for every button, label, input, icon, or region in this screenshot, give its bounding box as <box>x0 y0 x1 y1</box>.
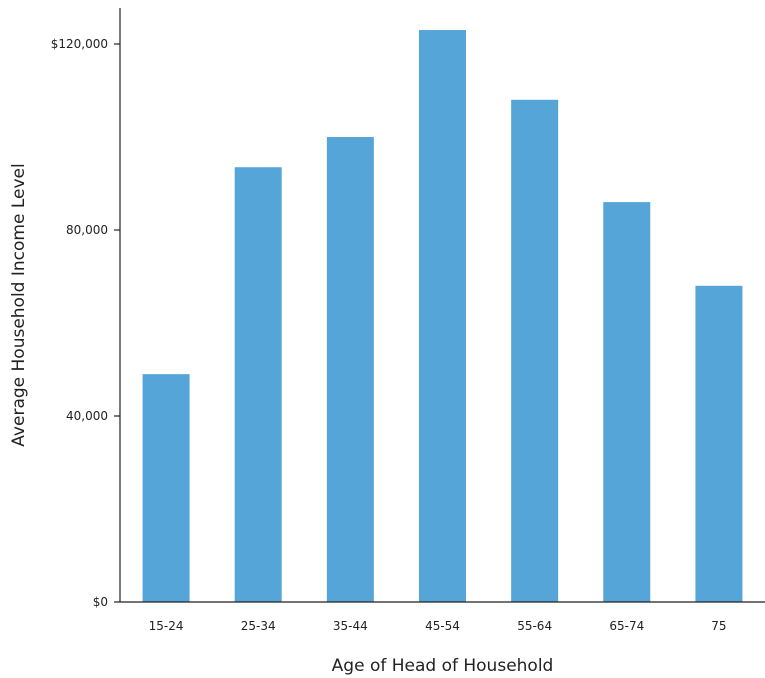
x-axis-ticks: 15-24 25-34 35-44 45-54 55-64 65-74 75 <box>149 619 727 633</box>
y-axis-ticks: $0 40,000 80,000 $120,000 <box>51 37 120 609</box>
y-tick-label: 80,000 <box>66 223 108 237</box>
y-tick-label: $0 <box>93 595 108 609</box>
bar-75 <box>695 285 743 602</box>
x-tick-label: 45-54 <box>425 619 460 633</box>
x-tick-label: 35-44 <box>333 619 368 633</box>
x-tick-label: 65-74 <box>609 619 644 633</box>
x-tick-label: 25-34 <box>241 619 276 633</box>
bar-35-44 <box>326 137 374 602</box>
bar-55-64 <box>511 99 559 603</box>
y-tick-label: 40,000 <box>66 409 108 423</box>
bar-45-54 <box>419 30 466 603</box>
x-axis-title: Age of Head of Household <box>332 656 554 676</box>
x-tick-label: 75 <box>711 619 726 633</box>
bars-group <box>142 30 743 603</box>
bar-25-34 <box>234 167 282 602</box>
y-tick-label: $120,000 <box>51 37 108 51</box>
x-tick-label: 15-24 <box>149 619 184 633</box>
bar-15-24 <box>142 374 190 602</box>
bar-65-74 <box>603 202 651 602</box>
x-tick-label: 55-64 <box>517 619 552 633</box>
y-axis-title: Average Household Income Level <box>9 163 29 446</box>
